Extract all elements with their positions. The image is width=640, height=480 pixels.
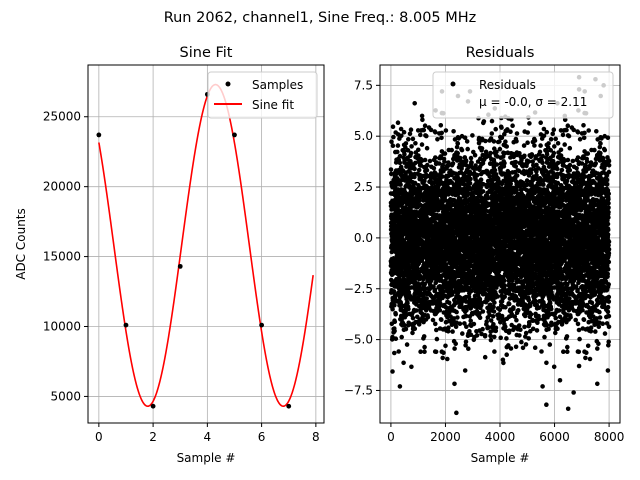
- residuals-y-ticks: −7.5 −5.0 −2.5 0.0 2.5 5.0 7.5: [344, 78, 380, 397]
- sample-point: [150, 403, 156, 409]
- x-tick-label: 6000: [539, 430, 570, 444]
- residual-outlier-point: [565, 406, 571, 412]
- sample-point: [232, 132, 237, 138]
- residual-outlier-point: [454, 410, 459, 416]
- sample-point: [259, 322, 265, 328]
- y-tick-label: 2.5: [354, 180, 373, 194]
- sine-fit-ylabel: ADC Counts: [14, 208, 28, 280]
- sine-fit-legend-box: [207, 71, 318, 119]
- x-tick-label: 4: [204, 430, 212, 444]
- sine-fit-curve-layer: [98, 83, 314, 408]
- residual-outlier-point: [571, 390, 576, 395]
- sine-fit-grid: [88, 65, 324, 423]
- sine-fit-y-ticks: 5000 10000 15000 20000 25000: [43, 110, 88, 403]
- sine-fit-legend: Samples Sine fit: [207, 71, 318, 119]
- residuals-xlabel: Sample #: [471, 451, 530, 465]
- legend-samples-marker: [225, 81, 231, 87]
- x-tick-label: 0: [95, 430, 103, 444]
- x-tick-label: 6: [258, 430, 266, 444]
- x-tick-label: 2000: [430, 430, 461, 444]
- legend-residuals-stats: μ = -0.0, σ = 2.11: [479, 95, 587, 109]
- sine-fit-title: Sine Fit: [180, 45, 233, 61]
- legend-samples-label: Samples: [252, 78, 303, 92]
- sample-point: [123, 322, 129, 328]
- sine-fit-line: [98, 83, 314, 408]
- sample-point: [96, 132, 102, 138]
- residual-outlier-point: [576, 363, 582, 369]
- sine-fit-x-ticks: 0 2 4 6 8: [95, 423, 320, 444]
- y-tick-label: 15000: [43, 250, 81, 264]
- y-tick-label: 10000: [43, 320, 81, 334]
- y-tick-label: −2.5: [344, 282, 373, 296]
- residual-outlier-point: [544, 402, 549, 407]
- sample-point: [286, 403, 292, 409]
- legend-sine-fit-label: Sine fit: [252, 98, 294, 112]
- residual-points: [388, 89, 612, 389]
- sine-fit-axes-frame: [87, 64, 325, 424]
- residuals-title: Residuals: [466, 45, 535, 61]
- y-tick-label: 7.5: [354, 78, 373, 92]
- y-tick-label: 5.0: [354, 129, 373, 143]
- residuals-points-layer: [388, 74, 612, 416]
- residual-outlier-point: [557, 377, 563, 383]
- residuals-panel: Residuals 0 2000 4000 6000 8000 −7.5 −5.0 −2.5…: [344, 45, 625, 465]
- y-tick-label: 0.0: [354, 231, 373, 245]
- residuals-legend: Residuals μ = -0.0, σ = 2.11: [432, 71, 614, 119]
- x-tick-label: 4000: [485, 430, 516, 444]
- x-tick-label: 0: [387, 430, 395, 444]
- x-tick-label: 2: [149, 430, 157, 444]
- y-tick-label: 20000: [43, 180, 81, 194]
- sine-fit-xlabel: Sample #: [177, 451, 236, 465]
- legend-residuals-label: Residuals: [479, 78, 536, 92]
- sample-point: [177, 263, 183, 269]
- legend-residuals-marker: [450, 81, 456, 87]
- y-tick-label: −7.5: [344, 383, 373, 397]
- residuals-legend-box: [432, 71, 614, 119]
- y-tick-label: −5.0: [344, 333, 373, 347]
- figure-suptitle: Run 2062, channel1, Sine Freq.: 8.005 MH…: [164, 10, 477, 26]
- y-tick-label: 5000: [50, 389, 81, 403]
- residuals-x-ticks: 0 2000 4000 6000 8000: [387, 423, 624, 444]
- y-tick-label: 25000: [43, 110, 81, 124]
- x-tick-label: 8: [312, 430, 320, 444]
- x-tick-label: 8000: [594, 430, 625, 444]
